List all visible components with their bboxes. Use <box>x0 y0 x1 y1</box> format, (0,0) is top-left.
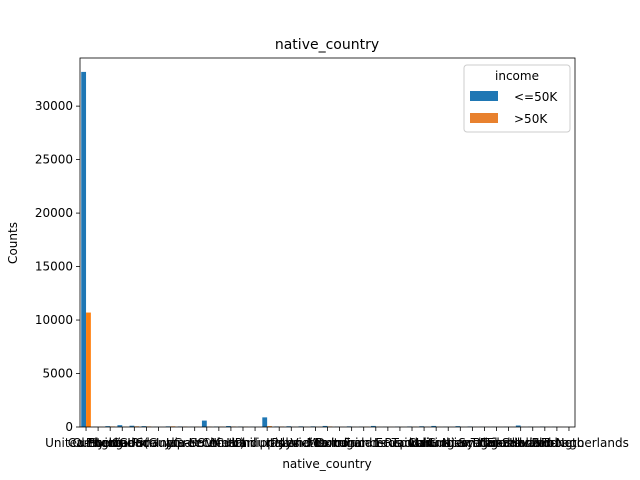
x-tick-label: Cuba <box>215 436 246 450</box>
bar-le50k <box>262 417 268 427</box>
x-tick-label: Hungary <box>423 436 474 450</box>
x-tick-label: United-States <box>45 436 127 450</box>
legend: income <=50K >50K <box>463 64 571 133</box>
x-tick-label: Iran <box>231 436 254 450</box>
x-tick-label: Taiwan <box>391 436 433 450</box>
bar-le50k <box>105 426 111 427</box>
x-tick-label: England <box>86 436 135 450</box>
bar-le50k <box>117 425 123 427</box>
plot-frame <box>79 57 576 428</box>
x-tick-label: Philippines <box>235 436 300 450</box>
x-tick-label: Peru <box>531 436 558 450</box>
x-tick-label: Dominican-Republic <box>316 436 436 450</box>
bar-le50k <box>129 425 135 427</box>
x-tick-label: Puerto-Rico <box>88 436 157 450</box>
x-tick-label: South <box>189 436 224 450</box>
y-tick-label: 20000 <box>35 206 73 220</box>
bar-le50k <box>141 426 147 427</box>
x-tick-label: Guatemala <box>427 436 493 450</box>
x-tick-label: Jamaica <box>279 436 327 450</box>
x-tick-label: Columbia <box>408 436 465 450</box>
x-tick-label: Germany <box>119 436 174 450</box>
x-tick-label: Ecuador <box>375 436 424 450</box>
bar-le50k <box>322 425 328 427</box>
bar-le50k <box>431 425 437 427</box>
bar-le50k <box>226 426 231 427</box>
legend-swatch-le50k <box>470 91 498 101</box>
x-tick-label: El-Salvador <box>487 436 555 450</box>
bar-le50k <box>81 71 87 427</box>
bar-le50k <box>455 426 461 427</box>
legend-label-le50k: <=50K <box>514 90 558 104</box>
x-axis-label: native_country <box>282 457 371 471</box>
chart-title: native_country <box>275 37 379 53</box>
x-tick-label: Holand-Netherlands <box>509 436 629 450</box>
x-tick-label: Honduras <box>226 436 284 450</box>
x-tick-label: Vietnam <box>290 436 340 450</box>
legend-title: income <box>495 69 539 83</box>
x-tick-label: Nicaragua <box>442 436 503 450</box>
x-tick-label: Greece <box>173 436 216 450</box>
y-axis-label: Counts <box>6 222 20 264</box>
legend-label-gt50k: >50K <box>514 112 548 126</box>
bar-gt50k <box>267 426 272 427</box>
y-tick-label: 5000 <box>42 367 73 381</box>
y-tick-label: 25000 <box>35 153 73 167</box>
x-tick-label: India <box>156 436 185 450</box>
x-tick-label: Hong <box>541 436 573 450</box>
x-tick-label: Cambodia <box>68 436 129 450</box>
x-tick-label: France <box>344 436 384 450</box>
x-tick-label: Italy <box>266 436 292 450</box>
x-tick-label: Poland <box>271 436 311 450</box>
x-tick-label: Canada <box>111 436 157 450</box>
x-tick-label: China <box>202 436 236 450</box>
y-tick-label: 15000 <box>35 260 73 274</box>
x-axis: United-StatesCambodiaEnglandPuerto-RicoC… <box>45 427 629 450</box>
y-tick-label: 30000 <box>35 99 73 113</box>
x-tick-label: Haiti <box>410 436 438 450</box>
bar-le50k <box>515 425 521 427</box>
x-tick-label: Thailand <box>470 436 523 450</box>
x-tick-label: Ireland <box>331 436 373 450</box>
x-tick-label: Portugal <box>315 436 365 450</box>
y-tick-label: 0 <box>65 420 73 434</box>
bar-gt50k <box>86 312 91 427</box>
bar-le50k <box>201 420 207 427</box>
series-gt50k-bars <box>86 312 562 427</box>
x-tick-label: Japan <box>165 436 199 450</box>
y-axis: 0 5000 10000 15000 20000 25000 30000 <box>35 99 80 434</box>
bar-le50k <box>370 425 376 427</box>
x-tick-label: Yugoslavia <box>476 436 540 450</box>
x-tick-label: Laos <box>374 436 402 450</box>
x-tick-label: Trinadad&Tobago <box>480 436 584 450</box>
legend-swatch-gt50k <box>470 113 498 123</box>
x-tick-label: Outlying-US(Guam-USVI-etc) <box>72 436 244 450</box>
x-tick-label: Scotland <box>458 436 510 450</box>
x-tick-label: Mexico <box>307 436 349 450</box>
y-tick-label: 10000 <box>35 313 73 327</box>
